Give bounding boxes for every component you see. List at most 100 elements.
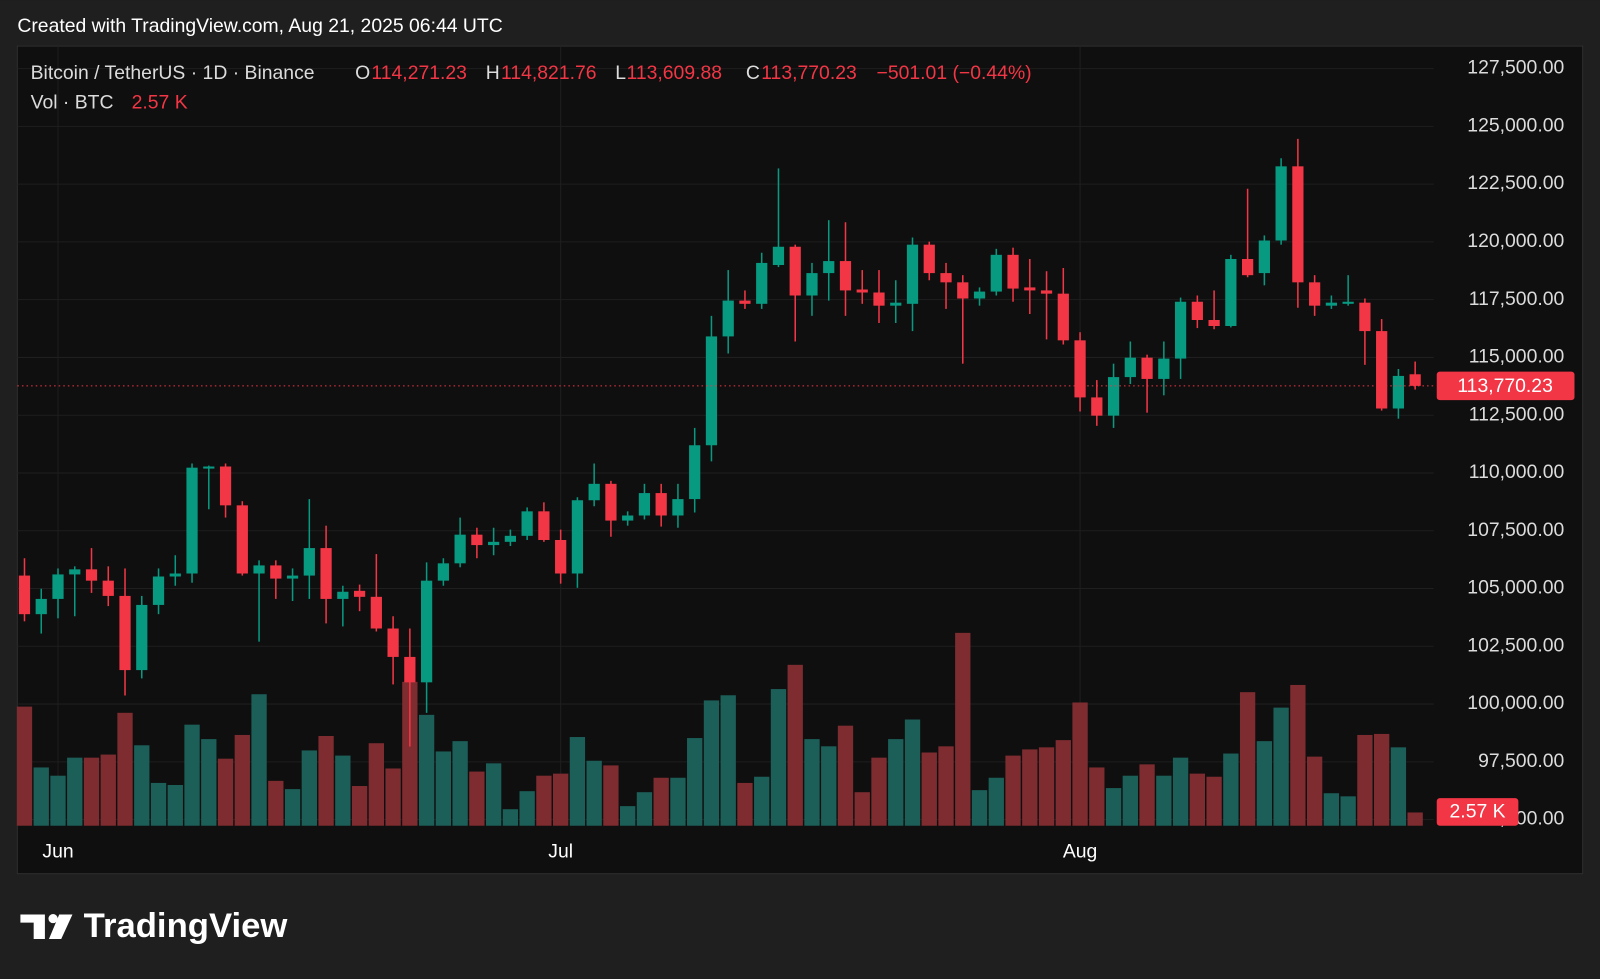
low-value: 113,609.88 <box>627 62 723 84</box>
y-tick-label: 115,000.00 <box>1469 346 1565 368</box>
candle-body <box>1292 166 1304 283</box>
high-prefix: H <box>486 62 500 84</box>
volume-bar <box>184 724 200 826</box>
candle-body <box>839 261 852 291</box>
candle-body <box>890 302 902 306</box>
volume-bar <box>1105 788 1122 826</box>
y-tick-label: 122,500.00 <box>1467 172 1564 194</box>
candle-body <box>1107 377 1120 416</box>
candle-body <box>1392 375 1405 409</box>
candle-body <box>1275 166 1287 241</box>
volume-bar <box>854 792 870 826</box>
candle-body <box>119 595 131 671</box>
candle-body <box>18 575 31 615</box>
volume-bar <box>435 751 452 826</box>
candle-body <box>521 511 533 536</box>
candle-body <box>152 576 165 605</box>
volume-bar <box>134 745 150 826</box>
candle-body <box>85 569 98 581</box>
volume-layer <box>16 632 1423 826</box>
x-tick-label: Jun <box>42 840 73 862</box>
candle-body <box>488 541 500 546</box>
candle-body <box>1325 302 1337 306</box>
volume-bar <box>620 806 636 826</box>
change-value: −501.01 (−0.44%) <box>877 62 1032 84</box>
high-value: 114,821.76 <box>501 62 597 84</box>
candle-body <box>605 483 617 521</box>
volume-bar <box>402 681 418 826</box>
volume-bar <box>703 700 720 826</box>
volume-bar <box>318 735 334 826</box>
candle-body <box>722 300 734 337</box>
volume-bar <box>301 750 317 826</box>
candle-body <box>806 273 818 296</box>
candle-body <box>1409 374 1421 386</box>
volume-bar <box>1022 749 1038 826</box>
x-tick-label: Jul <box>548 840 573 862</box>
volume-bar <box>469 771 485 826</box>
volume-bar <box>67 757 83 826</box>
candle-body <box>1191 301 1203 321</box>
volume-value: 2.57 K <box>132 91 188 113</box>
volume-bar <box>452 741 468 826</box>
candle-body <box>990 254 1002 292</box>
volume-bar <box>368 743 384 826</box>
volume-bar <box>1206 776 1222 826</box>
volume-bar <box>385 768 401 826</box>
volume-bar <box>1172 757 1189 826</box>
candle-body <box>739 300 751 304</box>
volume-bar <box>670 777 686 826</box>
candle-body <box>1158 358 1170 379</box>
volume-bar <box>83 757 100 826</box>
volume-bar <box>351 786 368 826</box>
volume-bar <box>737 782 753 826</box>
candle-body <box>689 445 701 500</box>
volume-bar <box>201 739 217 826</box>
candle-body <box>940 273 952 283</box>
candle-body <box>1258 240 1270 274</box>
candle-body <box>270 565 282 579</box>
volume-bar <box>770 689 787 826</box>
candle-body <box>923 244 935 274</box>
volume-bar <box>821 746 837 826</box>
volume-bar <box>1156 775 1172 826</box>
candle-body <box>353 590 366 597</box>
volume-bar <box>16 706 33 826</box>
candle-body <box>69 569 81 575</box>
y-tick-label: 97,500.00 <box>1478 750 1564 772</box>
volume-bar <box>284 789 301 826</box>
candle-body <box>404 656 416 683</box>
volume-bar <box>1290 684 1306 826</box>
volume-bar <box>167 784 183 826</box>
volume-bar <box>904 719 921 826</box>
candle-body <box>873 292 885 306</box>
y-tick-label: 112,500.00 <box>1469 403 1565 425</box>
y-tick-label: 105,000.00 <box>1467 577 1564 599</box>
volume-bar <box>586 760 602 826</box>
volume-bar <box>234 734 250 826</box>
volume-bar <box>1256 741 1273 826</box>
last-price-badge <box>1436 371 1575 401</box>
volume-bar <box>804 739 820 826</box>
grid <box>17 46 1434 826</box>
volume-bar <box>485 763 502 826</box>
volume-bar <box>117 712 133 826</box>
y-tick-label: 100,000.00 <box>1467 692 1564 714</box>
overlay-layer: 95,000.0097,500.00100,000.00102,500.0010… <box>17 57 1575 862</box>
volume-badge-label: 2.57 K <box>1450 801 1506 823</box>
candle-body <box>35 598 47 615</box>
candle-body <box>1024 287 1036 291</box>
candle-body <box>1342 301 1354 304</box>
volume-bar <box>603 765 619 826</box>
volume-bar <box>1390 747 1407 826</box>
candle-body <box>169 573 181 577</box>
volume-bar <box>1306 756 1323 826</box>
candle-body <box>638 493 651 516</box>
candle-body <box>1124 357 1136 378</box>
volume-title: Vol · BTC <box>31 91 114 113</box>
volume-bar <box>335 755 351 826</box>
candle-body <box>1040 290 1053 294</box>
candle-body <box>906 244 919 304</box>
volume-bar <box>569 737 586 826</box>
